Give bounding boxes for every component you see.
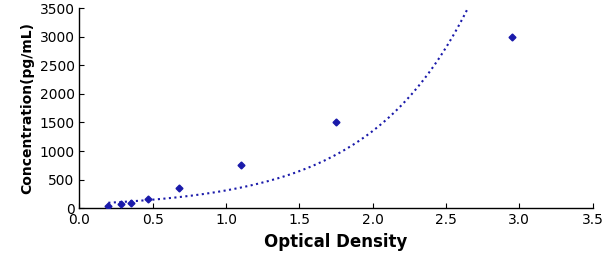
X-axis label: Optical Density: Optical Density [265, 233, 408, 251]
Y-axis label: Concentration(pg/mL): Concentration(pg/mL) [20, 22, 34, 194]
